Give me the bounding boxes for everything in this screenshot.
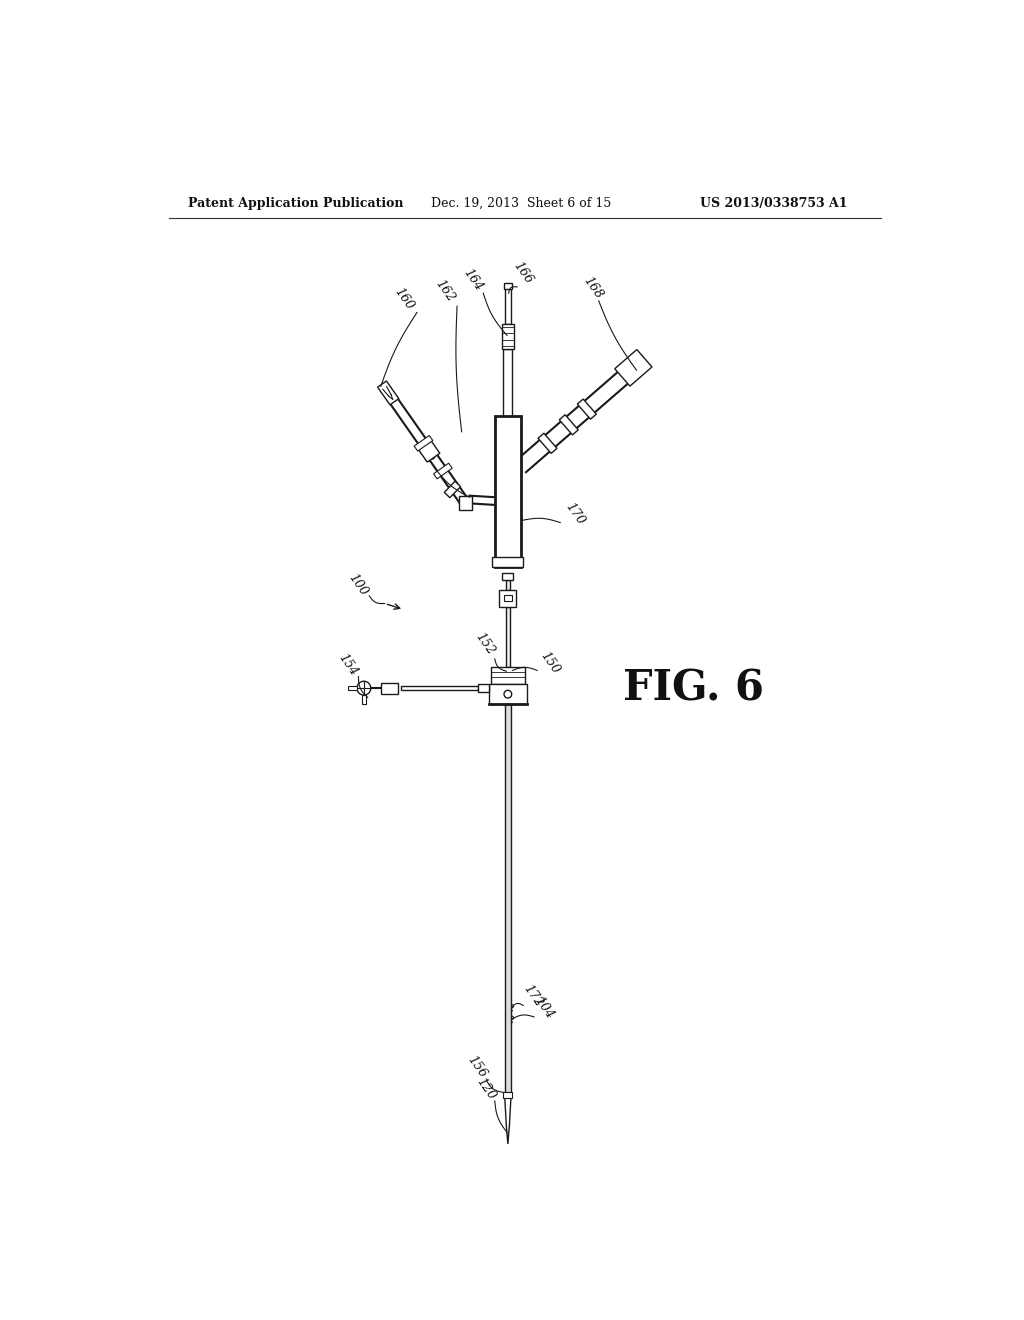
Bar: [381, 682, 397, 693]
Bar: [495, 416, 521, 566]
Polygon shape: [419, 441, 440, 462]
Text: Dec. 19, 2013  Sheet 6 of 15: Dec. 19, 2013 Sheet 6 of 15: [431, 197, 611, 210]
Polygon shape: [559, 414, 579, 434]
Text: 100: 100: [345, 572, 370, 598]
Bar: [505, 705, 511, 1098]
Text: 172: 172: [520, 982, 545, 1010]
Bar: [490, 668, 525, 684]
Text: 156: 156: [465, 1053, 489, 1081]
Text: US 2013/0338753 A1: US 2013/0338753 A1: [700, 197, 848, 210]
Text: 164: 164: [460, 267, 484, 293]
Polygon shape: [433, 463, 453, 479]
Bar: [348, 686, 357, 690]
Text: 120: 120: [474, 1074, 499, 1102]
Bar: [493, 557, 523, 566]
Text: 150: 150: [538, 649, 562, 676]
Circle shape: [357, 681, 371, 696]
Bar: [503, 1092, 512, 1098]
Text: 152: 152: [472, 630, 497, 657]
Bar: [361, 696, 367, 705]
Polygon shape: [505, 1098, 511, 1144]
Bar: [488, 684, 527, 705]
Polygon shape: [378, 381, 398, 405]
Polygon shape: [459, 496, 472, 511]
Text: 168: 168: [581, 275, 605, 301]
Text: 170: 170: [562, 500, 587, 528]
Bar: [506, 607, 510, 668]
Text: 154: 154: [336, 652, 359, 678]
Text: 158: 158: [411, 440, 435, 466]
Bar: [503, 573, 513, 581]
Bar: [478, 684, 488, 692]
Text: 160: 160: [392, 285, 416, 312]
Polygon shape: [414, 436, 433, 451]
Text: 162: 162: [432, 277, 457, 305]
Bar: [506, 581, 510, 590]
Polygon shape: [614, 350, 652, 387]
Text: 166: 166: [511, 259, 536, 286]
Text: 104: 104: [531, 994, 556, 1022]
Bar: [503, 350, 512, 416]
Bar: [504, 284, 512, 289]
Bar: [502, 323, 514, 350]
Text: FIG. 6: FIG. 6: [624, 667, 764, 709]
Bar: [505, 288, 511, 323]
Polygon shape: [578, 399, 596, 420]
Text: Patent Application Publication: Patent Application Publication: [188, 197, 403, 210]
Bar: [400, 686, 478, 690]
Polygon shape: [444, 482, 461, 498]
Bar: [504, 595, 512, 601]
Circle shape: [504, 690, 512, 698]
Polygon shape: [538, 433, 557, 453]
Bar: [500, 590, 516, 607]
